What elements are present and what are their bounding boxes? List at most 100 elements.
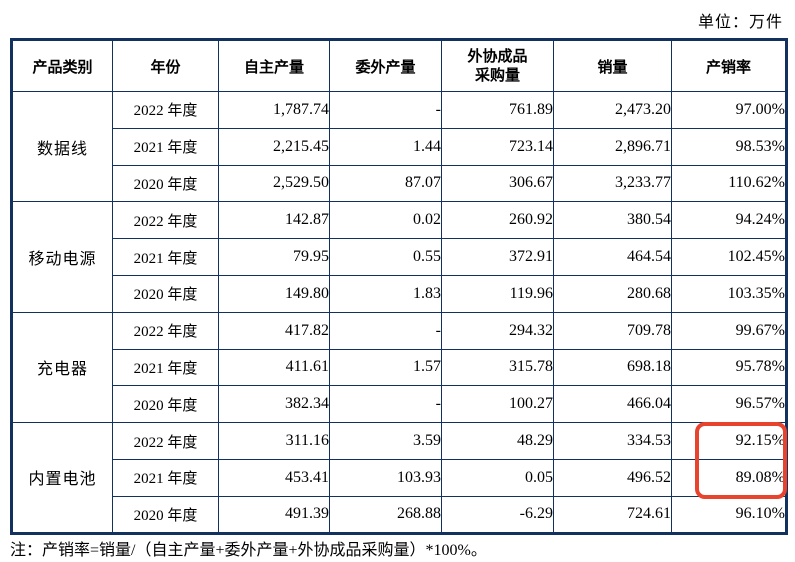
table-row: 2021 年度 79.95 0.55 372.91 464.54 102.45% bbox=[12, 238, 787, 276]
ratio-cell: 103.35% bbox=[671, 274, 787, 313]
purchased-cell: 260.92 bbox=[441, 201, 554, 240]
ratio-cell: 95.78% bbox=[671, 348, 787, 387]
purchased-cell: 119.96 bbox=[441, 274, 554, 313]
table-row: 2021 年度 2,215.45 1.44 723.14 2,896.71 98… bbox=[12, 127, 787, 166]
col-header-ratio-label: 产销率 bbox=[705, 58, 751, 76]
purchased-cell: 294.32 bbox=[441, 311, 554, 350]
sales-cell: 464.54 bbox=[553, 238, 672, 276]
col-header-outsourced-output-label: 委外产量 bbox=[355, 58, 416, 76]
year-cell: 2020 年度 bbox=[112, 164, 219, 203]
year-cell: 2020 年度 bbox=[112, 274, 219, 313]
self-output-cell: 311.16 bbox=[218, 422, 330, 460]
production-sales-table: 产品类别 年份 自主产量 委外产量 外协成品采购量 销量 产销率 数据线 202… bbox=[10, 38, 788, 535]
outsourced-output-cell: 0.02 bbox=[329, 201, 442, 240]
year-cell: 2020 年度 bbox=[112, 495, 219, 534]
outsourced-output-cell: 268.88 bbox=[329, 495, 442, 534]
sales-cell: 3,233.77 bbox=[553, 164, 672, 203]
ratio-cell: 97.00% bbox=[671, 91, 787, 129]
col-header-self-output-label: 自主产量 bbox=[243, 58, 304, 76]
outsourced-output-cell: 1.57 bbox=[329, 348, 442, 387]
table-row: 2021 年度 411.61 1.57 315.78 698.18 95.78% bbox=[12, 348, 787, 387]
purchased-cell: 315.78 bbox=[441, 348, 554, 387]
sales-cell: 2,473.20 bbox=[553, 91, 672, 129]
header-row: 产品类别 年份 自主产量 委外产量 外协成品采购量 销量 产销率 bbox=[11, 39, 787, 92]
ratio-cell: 99.67% bbox=[671, 311, 787, 350]
outsourced-output-cell: - bbox=[329, 385, 442, 424]
sales-cell: 709.78 bbox=[553, 311, 672, 350]
purchased-cell: 0.05 bbox=[441, 458, 554, 497]
table-row: 2020 年度 149.80 1.83 119.96 280.68 103.35… bbox=[12, 274, 787, 313]
purchased-cell: 761.89 bbox=[441, 91, 554, 129]
self-output-cell: 382.34 bbox=[218, 385, 330, 424]
outsourced-output-cell: 0.55 bbox=[329, 238, 442, 276]
col-header-year: 年份 bbox=[112, 39, 219, 92]
purchased-cell: 100.27 bbox=[441, 385, 554, 424]
self-output-cell: 411.61 bbox=[218, 348, 330, 387]
year-cell: 2020 年度 bbox=[112, 385, 219, 424]
sales-cell: 380.54 bbox=[553, 201, 672, 240]
category-cell-power-bank: 移动电源 bbox=[11, 201, 113, 313]
self-output-cell: 2,215.45 bbox=[218, 127, 330, 166]
year-cell: 2021 年度 bbox=[112, 127, 219, 166]
ratio-cell: 102.45% bbox=[671, 238, 787, 276]
ratio-cell-highlighted: 92.15% bbox=[671, 422, 787, 460]
category-cell-data-cable: 数据线 bbox=[11, 90, 113, 203]
year-cell: 2021 年度 bbox=[112, 348, 219, 387]
table-row: 移动电源 2022 年度 142.87 0.02 260.92 380.54 9… bbox=[11, 201, 787, 313]
outsourced-output-cell: 1.44 bbox=[329, 127, 442, 166]
outsourced-output-cell: 3.59 bbox=[329, 422, 442, 460]
purchased-cell: 48.29 bbox=[441, 422, 554, 460]
sales-cell: 334.53 bbox=[553, 422, 672, 460]
purchased-cell: 372.91 bbox=[441, 238, 554, 276]
sales-cell: 698.18 bbox=[553, 348, 672, 387]
year-cell: 2022 年度 bbox=[112, 311, 219, 350]
ratio-cell: 96.57% bbox=[671, 385, 787, 424]
table-row: 2021 年度 453.41 103.93 0.05 496.52 89.08% bbox=[12, 458, 787, 497]
sales-cell: 2,896.71 bbox=[553, 127, 672, 166]
ratio-cell: 98.53% bbox=[671, 127, 787, 166]
category-cell-charger: 充电器 bbox=[11, 311, 113, 424]
col-header-year-label: 年份 bbox=[150, 58, 181, 76]
purchased-cell: 306.67 bbox=[441, 164, 554, 203]
outsourced-output-cell: 1.83 bbox=[329, 274, 442, 313]
table-row: 内置电池 2022 年度 311.16 3.59 48.29 334.53 92… bbox=[11, 422, 787, 534]
col-header-purchased-finished: 外协成品采购量 bbox=[441, 39, 554, 92]
sales-cell: 280.68 bbox=[553, 274, 672, 313]
col-header-outsourced-output: 委外产量 bbox=[329, 39, 442, 92]
production-sales-table-wrap: 产品类别 年份 自主产量 委外产量 外协成品采购量 销量 产销率 数据线 202… bbox=[10, 38, 788, 535]
col-header-ratio: 产销率 bbox=[671, 39, 787, 92]
outsourced-output-cell: - bbox=[329, 311, 442, 350]
category-cell-builtin-battery: 内置电池 bbox=[11, 422, 113, 534]
outsourced-output-cell: - bbox=[329, 91, 442, 129]
sales-cell: 724.61 bbox=[553, 495, 672, 534]
outsourced-output-cell: 103.93 bbox=[329, 458, 442, 497]
col-header-purchased-finished-label: 外协成品采购量 bbox=[467, 47, 528, 85]
col-header-self-output: 自主产量 bbox=[218, 39, 330, 92]
sales-cell: 496.52 bbox=[553, 458, 672, 497]
ratio-cell-highlighted: 89.08% bbox=[671, 458, 787, 497]
table-row: 数据线 2022 年度 1,787.74 - 761.89 2,473.20 9… bbox=[11, 90, 787, 203]
table-row: 2020 年度 382.34 - 100.27 466.04 96.57% bbox=[12, 385, 787, 424]
footnote: 注：产销率=销量/（自主产量+委外产量+外协成品采购量）*100%。 bbox=[10, 542, 487, 559]
self-output-cell: 1,787.74 bbox=[218, 91, 330, 129]
self-output-cell: 417.82 bbox=[218, 311, 330, 350]
self-output-cell: 142.87 bbox=[218, 201, 330, 240]
self-output-cell: 2,529.50 bbox=[218, 164, 330, 203]
self-output-cell: 149.80 bbox=[218, 274, 330, 313]
year-cell: 2022 年度 bbox=[112, 422, 219, 460]
sales-cell: 466.04 bbox=[553, 385, 672, 424]
self-output-cell: 491.39 bbox=[218, 495, 330, 534]
col-header-sales: 销量 bbox=[553, 39, 672, 92]
ratio-cell: 96.10% bbox=[671, 495, 787, 534]
ratio-cell: 110.62% bbox=[671, 164, 787, 203]
table-row: 充电器 2022 年度 417.82 - 294.32 709.78 99.67… bbox=[11, 311, 787, 424]
table-row: 2020 年度 2,529.50 87.07 306.67 3,233.77 1… bbox=[12, 164, 787, 203]
col-header-category: 产品类别 bbox=[11, 39, 113, 92]
outsourced-output-cell: 87.07 bbox=[329, 164, 442, 203]
unit-label: 单位：万件 bbox=[697, 14, 783, 31]
table-row: 2020 年度 491.39 268.88 -6.29 724.61 96.10… bbox=[12, 495, 787, 534]
year-cell: 2022 年度 bbox=[112, 201, 219, 240]
purchased-cell: -6.29 bbox=[441, 495, 554, 534]
year-cell: 2022 年度 bbox=[112, 91, 219, 129]
